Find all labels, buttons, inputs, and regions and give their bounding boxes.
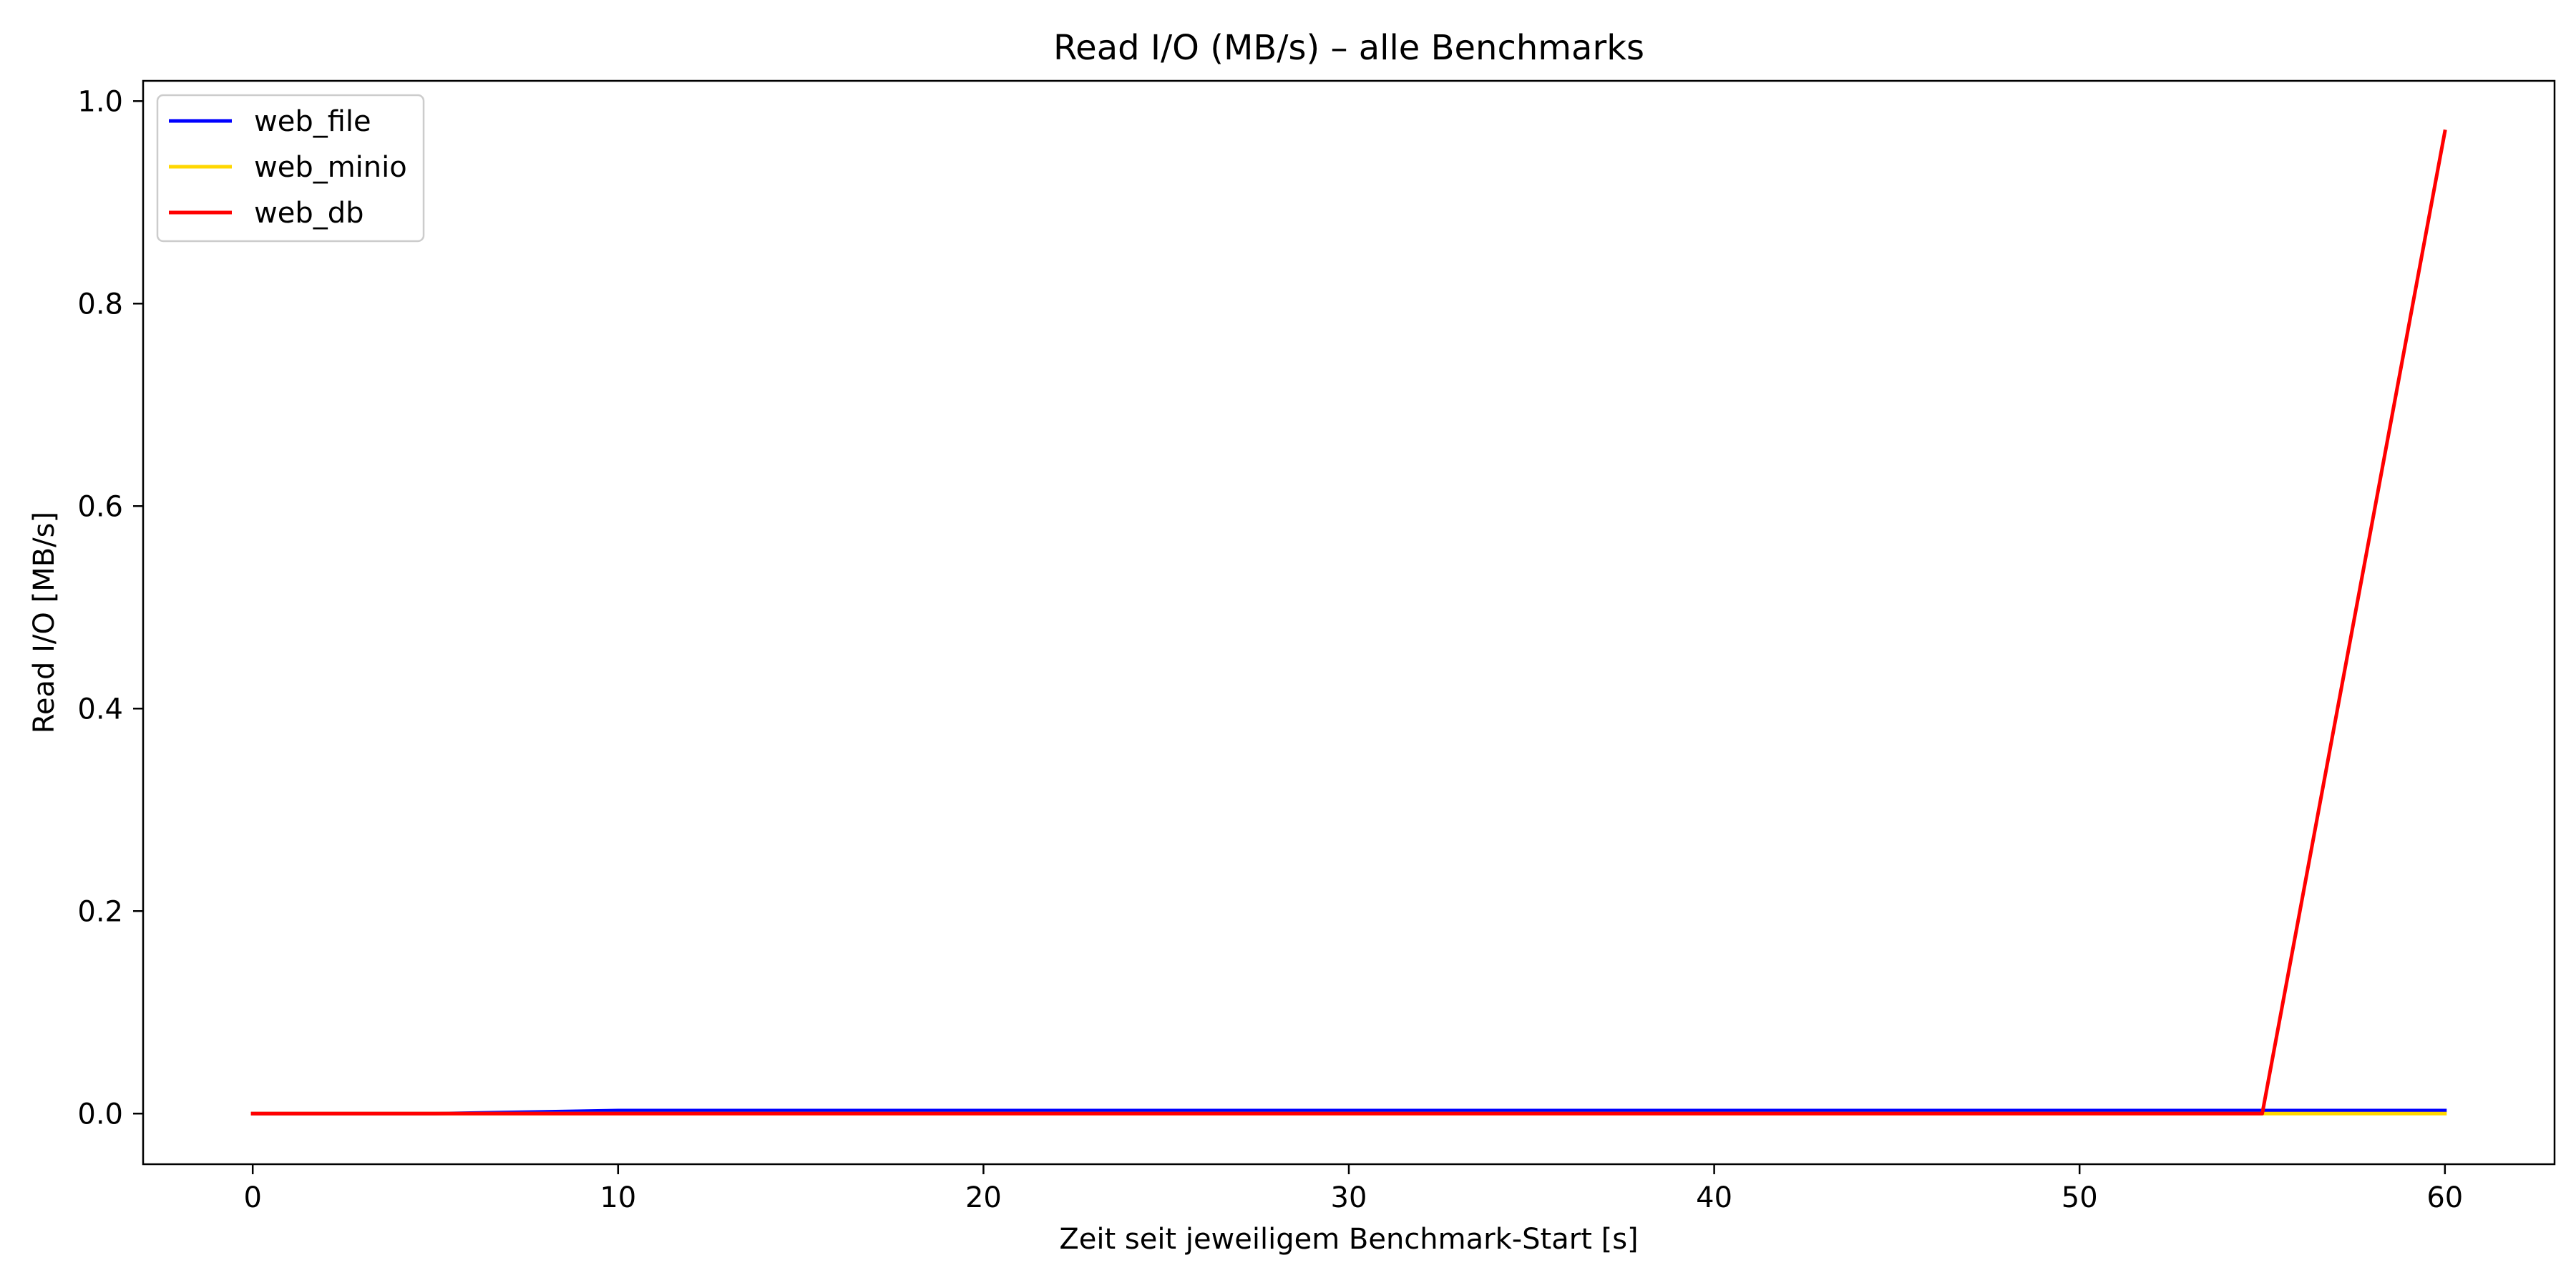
x-tick-label: 30 <box>1331 1181 1367 1214</box>
legend-label-web-db: web_db <box>254 197 364 230</box>
x-axis-label: Zeit seit jeweiligem Benchmark-Start [s] <box>1059 1223 1638 1256</box>
legend-label-web-file: web_file <box>254 105 371 138</box>
x-tick-label: 20 <box>965 1181 1002 1214</box>
y-axis-label: Read I/O [MB/s] <box>28 512 61 733</box>
x-tick-label: 10 <box>600 1181 636 1214</box>
y-tick-label: 0.4 <box>77 693 123 726</box>
x-tick-label: 0 <box>243 1181 261 1214</box>
plot-area <box>250 129 2447 1116</box>
x-tick-label: 40 <box>1696 1181 1732 1214</box>
y-tick-label: 1.0 <box>77 85 123 118</box>
x-tick-label: 60 <box>2426 1181 2463 1214</box>
chart-title: Read I/O (MB/s) – alle Benchmarks <box>1053 28 1644 68</box>
x-tick-label: 50 <box>2062 1181 2098 1214</box>
y-tick-label: 0.0 <box>77 1098 123 1131</box>
y-tick-label: 0.8 <box>77 288 123 321</box>
legend-label-web-minio: web_minio <box>254 151 407 184</box>
series-line-web-file <box>250 1108 2447 1116</box>
y-axis: 0.0 0.2 0.4 0.6 0.8 1.0 <box>77 85 143 1131</box>
legend: web_file web_minio web_db <box>156 94 425 243</box>
legend-box <box>156 94 425 243</box>
x-axis: 0 10 20 30 40 50 60 <box>243 1164 2463 1214</box>
y-tick-label: 0.2 <box>77 895 123 928</box>
y-tick-label: 0.6 <box>77 490 123 523</box>
series-line-web-db <box>250 129 2447 1116</box>
